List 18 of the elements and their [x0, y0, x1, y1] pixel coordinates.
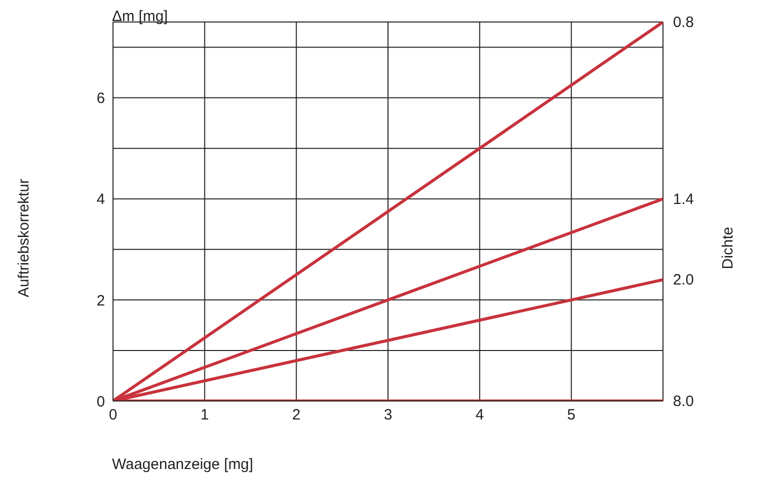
y-axis-title: Auftriebskorrektur: [16, 178, 32, 298]
series-label: 8.0: [673, 393, 694, 410]
series-label: 2.0: [673, 272, 694, 289]
x-tick-label: 3: [384, 406, 392, 424]
x-tick-label: 0: [108, 406, 118, 424]
x-axis-title: Waagenanzeige [mg]: [112, 456, 254, 473]
x-tick-label: 4: [475, 406, 484, 424]
x-tick-label: 1: [200, 406, 209, 424]
series-label: 1.4: [673, 190, 694, 208]
series-label: 0.8: [673, 14, 694, 31]
y-tick-label: 2: [96, 292, 105, 310]
y-tick-label: 0: [96, 393, 105, 410]
y-tick-label: 4: [96, 191, 105, 208]
y-tick-label: 6: [96, 90, 105, 108]
x-tick-label: 2: [292, 406, 301, 424]
x-tick-label: 5: [567, 406, 576, 424]
annotation: Δm [mg]: [112, 8, 168, 25]
legend-title: Dichte: [720, 226, 736, 270]
